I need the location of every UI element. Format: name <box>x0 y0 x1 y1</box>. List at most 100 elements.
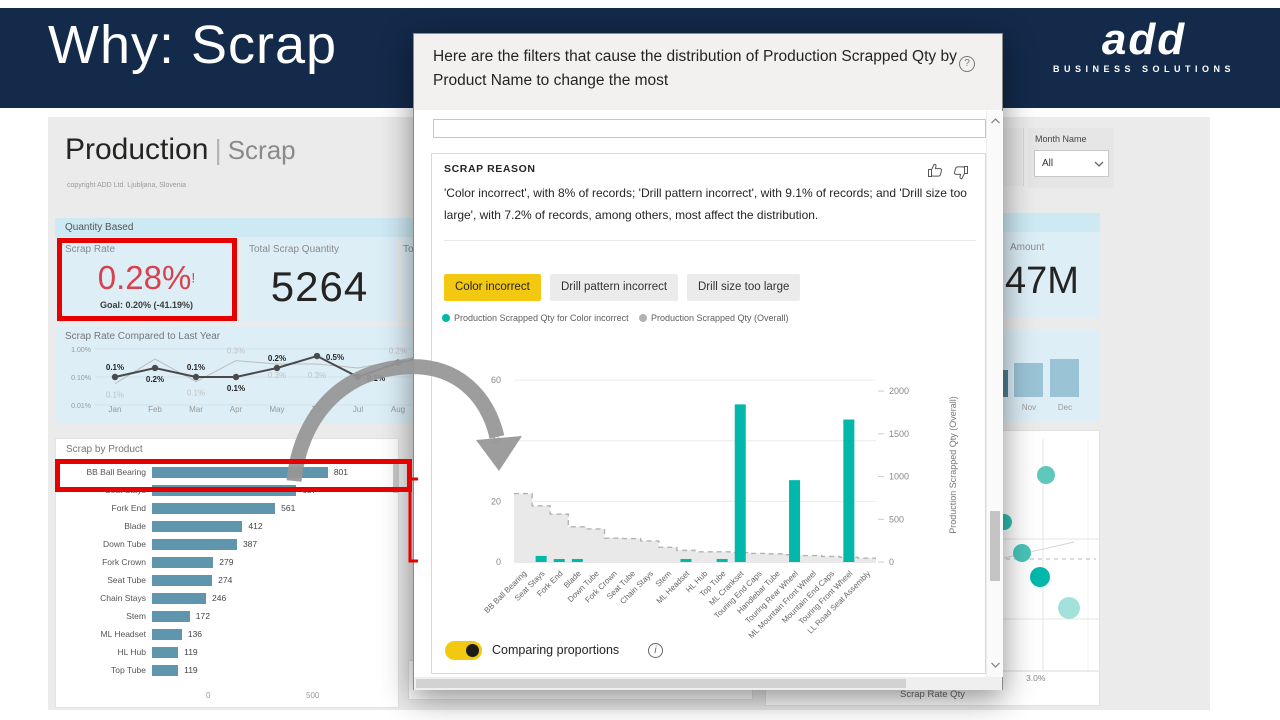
svg-text:0.10%: 0.10% <box>71 375 91 382</box>
product-bar[interactable] <box>152 466 328 478</box>
page-title-separator: | <box>214 134 222 165</box>
product-label: Chain Stays <box>100 593 146 603</box>
scatter-x-tick: 3.0% <box>1026 673 1046 683</box>
bar-nov[interactable] <box>1014 363 1043 397</box>
product-bar-row[interactable]: ML Headset 136 <box>56 625 386 643</box>
popup-title-bar <box>414 34 1002 110</box>
chevron-down-icon[interactable] <box>1093 160 1105 168</box>
svg-text:Feb: Feb <box>148 405 162 414</box>
product-bar-row[interactable]: Top Tube 119 <box>56 661 386 679</box>
legend-dot <box>442 314 450 322</box>
product-label: HL Hub <box>117 647 146 657</box>
scroll-up-icon[interactable] <box>990 117 1001 125</box>
trend-chart: 1.00% 0.10% 0.01% Jan Feb Mar Apr May Jun Jul Aug 0… <box>71 347 413 414</box>
product-label: ML Headset <box>100 629 146 639</box>
bar-clipped[interactable] <box>1003 370 1008 397</box>
svg-text:Jul: Jul <box>353 405 363 414</box>
product-value: 172 <box>195 611 210 621</box>
product-bar[interactable] <box>152 556 214 568</box>
scatter-axis-title: Scrap Rate Qty <box>900 689 965 700</box>
product-label: Seat Tube <box>107 575 146 585</box>
scrap-by-product-chart: BB Ball Bearing 801 Seat Stays 657 Fork En… <box>56 463 386 679</box>
thumbs-up-icon[interactable] <box>927 162 944 179</box>
svg-text:0.1%: 0.1% <box>227 384 245 393</box>
divider <box>444 240 976 241</box>
product-bar-row[interactable]: Chain Stays 246 <box>56 589 386 607</box>
product-bar-row[interactable]: Seat Tube 274 <box>56 571 386 589</box>
product-bar-row[interactable]: Blade 412 <box>56 517 386 535</box>
toggle-row: Comparing proportions i <box>445 641 685 663</box>
svg-text:May: May <box>269 405 284 414</box>
legend-item: Production Scrapped Qty for Color incorr… <box>442 313 629 323</box>
svg-text:60: 60 <box>491 375 501 385</box>
comparing-proportions-toggle[interactable] <box>445 641 482 660</box>
filter-chip[interactable]: Drill size too large <box>687 274 801 301</box>
product-bar[interactable] <box>152 520 243 532</box>
scrollbar-thumb[interactable] <box>416 679 906 688</box>
logo-text: add <box>1101 15 1187 64</box>
svg-text:Jan: Jan <box>109 405 122 414</box>
scatter-chart <box>991 439 1099 672</box>
scrollbar-thumb[interactable] <box>990 511 1000 581</box>
product-label: Fork Crown <box>102 557 146 567</box>
amount-value: 47M <box>1005 260 1079 302</box>
svg-text:0.1%: 0.1% <box>106 391 124 400</box>
product-bar[interactable] <box>152 646 179 658</box>
scrap-rate-trend-card: Scrap Rate Compared to Last Year 1.00% 0.… <box>55 326 413 424</box>
bar-dec[interactable] <box>1050 359 1079 397</box>
svg-text:0: 0 <box>496 557 501 567</box>
product-bar-row[interactable]: Stem 172 <box>56 607 386 625</box>
product-bar-row[interactable]: HL Hub 119 <box>56 643 386 661</box>
svg-text:0: 0 <box>889 557 894 567</box>
month-slicer: Month Name All <box>1028 128 1114 188</box>
product-bar[interactable] <box>152 538 237 550</box>
product-bar-row[interactable]: Down Tube 387 <box>56 535 386 553</box>
svg-text:0.5%: 0.5% <box>326 353 344 362</box>
filter-chip[interactable]: Drill pattern incorrect <box>550 274 679 301</box>
svg-text:Jun: Jun <box>311 405 324 414</box>
svg-text:0.2%: 0.2% <box>268 354 286 363</box>
product-bar[interactable] <box>152 628 182 640</box>
red-box-top-product-row <box>55 459 412 492</box>
popup-vertical-scrollbar[interactable] <box>986 111 1003 677</box>
popup-horizontal-scrollbar[interactable] <box>414 677 1002 690</box>
toggle-knob[interactable] <box>466 644 479 657</box>
scrap-rate-value: 0.28% <box>97 259 192 296</box>
product-label: Stem <box>126 611 146 621</box>
slide-title: Why: Scrap <box>48 15 338 75</box>
product-label: BB Ball Bearing <box>86 467 146 477</box>
svg-text:1.00%: 1.00% <box>71 347 91 354</box>
product-bar-row[interactable]: Fork Crown 279 <box>56 553 386 571</box>
insight-section-title: SCRAP REASON <box>444 163 536 175</box>
scrap-by-product-title: Scrap by Product <box>66 444 143 455</box>
page-title-sub: Scrap <box>227 135 296 165</box>
filter-chip[interactable]: Color incorrect <box>444 274 541 301</box>
product-label: Fork End <box>111 503 147 513</box>
scatter-bubble <box>1037 466 1055 484</box>
svg-text:0.1%: 0.1% <box>187 389 205 398</box>
product-bar[interactable] <box>152 592 206 604</box>
help-icon[interactable]: ? <box>959 56 975 72</box>
mini-label-nov: Nov <box>1021 403 1037 412</box>
product-bar[interactable] <box>152 610 190 622</box>
monthly-small-chart-card: Nov Dec <box>1003 330 1100 422</box>
total-scrap-qty-card: Total Scrap Quantity 5264 <box>241 237 398 322</box>
scatter-bubble <box>1013 544 1031 562</box>
product-label: Top Tube <box>111 665 146 675</box>
info-icon[interactable]: i <box>648 643 663 658</box>
product-bar[interactable] <box>152 502 276 514</box>
product-bar[interactable] <box>152 664 179 676</box>
kpi-band-header: Quantity Based <box>55 218 413 237</box>
product-bar[interactable] <box>152 574 213 586</box>
red-box-scrap-rate <box>57 238 237 321</box>
product-value: 274 <box>218 575 233 585</box>
svg-text:0.1%: 0.1% <box>187 363 205 372</box>
thumbs-down-icon[interactable] <box>952 164 969 181</box>
scrap-rate-alert: ! <box>191 269 196 286</box>
qa-input[interactable] <box>433 119 986 138</box>
amount-card: Amount 47M <box>1003 232 1100 318</box>
product-bar-row[interactable]: Fork End 561 <box>56 499 386 517</box>
product-value: 136 <box>187 629 203 639</box>
svg-text:1000: 1000 <box>889 472 909 482</box>
scroll-down-icon[interactable] <box>990 661 1001 669</box>
